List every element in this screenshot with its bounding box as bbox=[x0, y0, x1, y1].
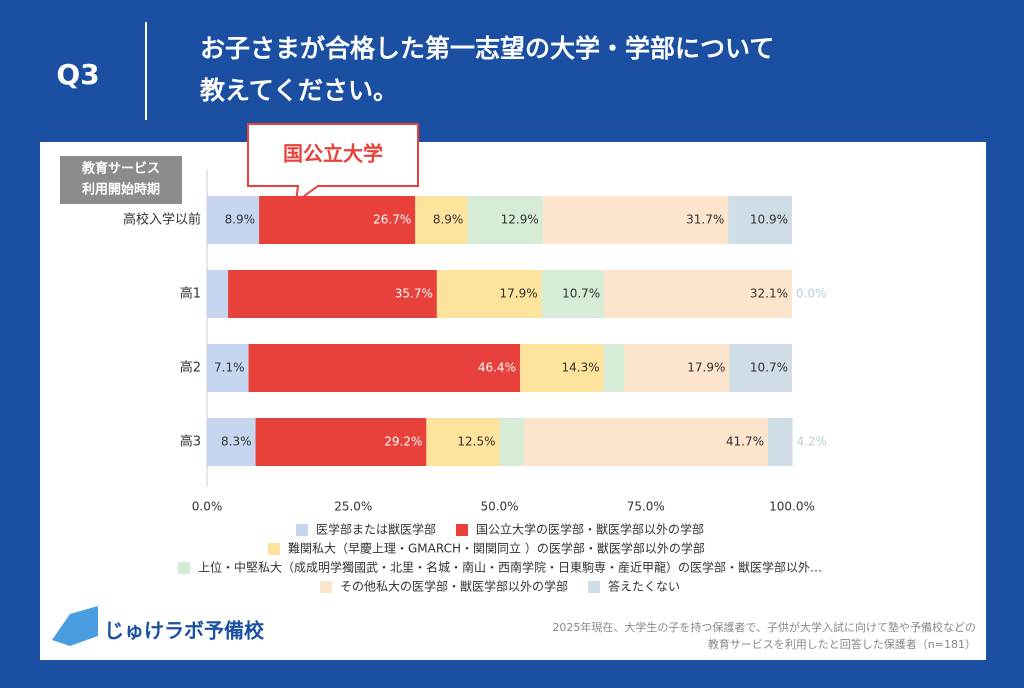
y-tick-label: 高3 bbox=[180, 434, 201, 450]
x-tick-label: 100.0% bbox=[769, 500, 815, 514]
value-label: 12.9% bbox=[501, 213, 539, 227]
value-label: 10.7% bbox=[750, 361, 788, 375]
footnote: 2025年現在、大学生の子を持つ保護者で、子供が大学入試に向けて塾や予備校などの bbox=[552, 620, 976, 634]
legend-swatch bbox=[178, 562, 190, 574]
bar-segment bbox=[207, 418, 256, 466]
value-label: 29.2% bbox=[384, 435, 422, 449]
footnote: 教育サービスを利用したと回答した保護者（n=181） bbox=[708, 637, 976, 651]
value-label: 8.3% bbox=[221, 435, 252, 449]
legend-label: 国公立大学の医学部・獣医学部以外の学部 bbox=[476, 522, 704, 537]
bar-segment bbox=[415, 196, 468, 244]
question-number: Q3 bbox=[56, 58, 99, 91]
value-label: 8.9% bbox=[433, 213, 464, 227]
title: 教えてください。 bbox=[200, 76, 398, 105]
value-label: 17.9% bbox=[499, 287, 537, 301]
value-label: 17.9% bbox=[687, 361, 725, 375]
value-label: 0.0% bbox=[796, 287, 827, 301]
value-label: 7.1% bbox=[214, 361, 245, 375]
value-label: 8.9% bbox=[225, 213, 256, 227]
bar-segment bbox=[259, 196, 416, 244]
bar-segment bbox=[519, 344, 604, 392]
legend-label: 答えたくない bbox=[608, 579, 680, 594]
axis-label-box bbox=[60, 156, 182, 204]
bar-segment bbox=[228, 270, 437, 318]
value-label: 41.7% bbox=[726, 435, 764, 449]
legend-label: その他私大の医学部・獣医学部以外の学部 bbox=[340, 579, 568, 594]
bar-segment bbox=[542, 196, 729, 244]
value-label: 10.9% bbox=[750, 213, 788, 227]
value-label: 32.1% bbox=[750, 287, 788, 301]
value-label: 35.7% bbox=[395, 287, 433, 301]
callout bbox=[247, 123, 419, 205]
bar-segment bbox=[729, 344, 792, 392]
legend-swatch bbox=[296, 524, 308, 536]
y-axis-label: 教育サービス bbox=[81, 161, 160, 177]
bar-segment bbox=[207, 270, 229, 318]
x-tick-label: 50.0% bbox=[480, 500, 518, 514]
y-tick-label: 高校入学以前 bbox=[123, 212, 201, 228]
bar-segment bbox=[207, 196, 260, 244]
title: お子さまが合格した第一志望の大学・学部について bbox=[200, 34, 774, 63]
legend-swatch bbox=[456, 524, 468, 536]
bar-segment bbox=[467, 196, 543, 244]
x-tick-label: 0.0% bbox=[192, 500, 223, 514]
y-axis-label: 利用開始時期 bbox=[82, 182, 160, 198]
logo: じゅけラボ予備校 bbox=[104, 619, 265, 643]
logo-icon bbox=[52, 606, 98, 646]
value-label: 10.7% bbox=[562, 287, 600, 301]
bar-segment bbox=[624, 344, 730, 392]
x-tick-label: 75.0% bbox=[627, 500, 665, 514]
value-label: 26.7% bbox=[373, 213, 411, 227]
bar-segment bbox=[426, 418, 500, 466]
annotation: 国公立大学 bbox=[283, 142, 383, 166]
value-label: 14.3% bbox=[562, 361, 600, 375]
y-tick-label: 高2 bbox=[180, 360, 201, 376]
bar-segment bbox=[604, 270, 792, 318]
legend-label: 上位・中堅私大（成成明学獨國武・北里・名城・南山・西南学院・日東駒専・産近甲龍）… bbox=[198, 560, 822, 575]
value-label: 12.5% bbox=[457, 435, 495, 449]
bar-segment bbox=[541, 270, 605, 318]
bar-segment bbox=[768, 418, 793, 466]
value-label: 4.2% bbox=[797, 435, 828, 449]
bar-segment bbox=[603, 344, 625, 392]
bar-segment bbox=[499, 418, 525, 466]
legend-swatch bbox=[268, 543, 280, 555]
bar-segment bbox=[248, 344, 520, 392]
bar-segment bbox=[436, 270, 542, 318]
bar-segment bbox=[524, 418, 769, 466]
legend-swatch bbox=[320, 581, 332, 593]
bar-segment bbox=[207, 344, 249, 392]
value-label: 31.7% bbox=[686, 213, 724, 227]
legend-label: 難関私大（早慶上理・GMARCH・関関同立 ）の医学部・獣医学部以外の学部 bbox=[288, 541, 705, 556]
legend-label: 医学部または獣医学部 bbox=[316, 522, 436, 537]
bar-segment bbox=[728, 196, 792, 244]
bar-segment bbox=[255, 418, 427, 466]
y-tick-label: 高1 bbox=[180, 286, 201, 302]
x-tick-label: 25.0% bbox=[334, 500, 372, 514]
legend-swatch bbox=[588, 581, 600, 593]
value-label: 46.4% bbox=[478, 361, 516, 375]
